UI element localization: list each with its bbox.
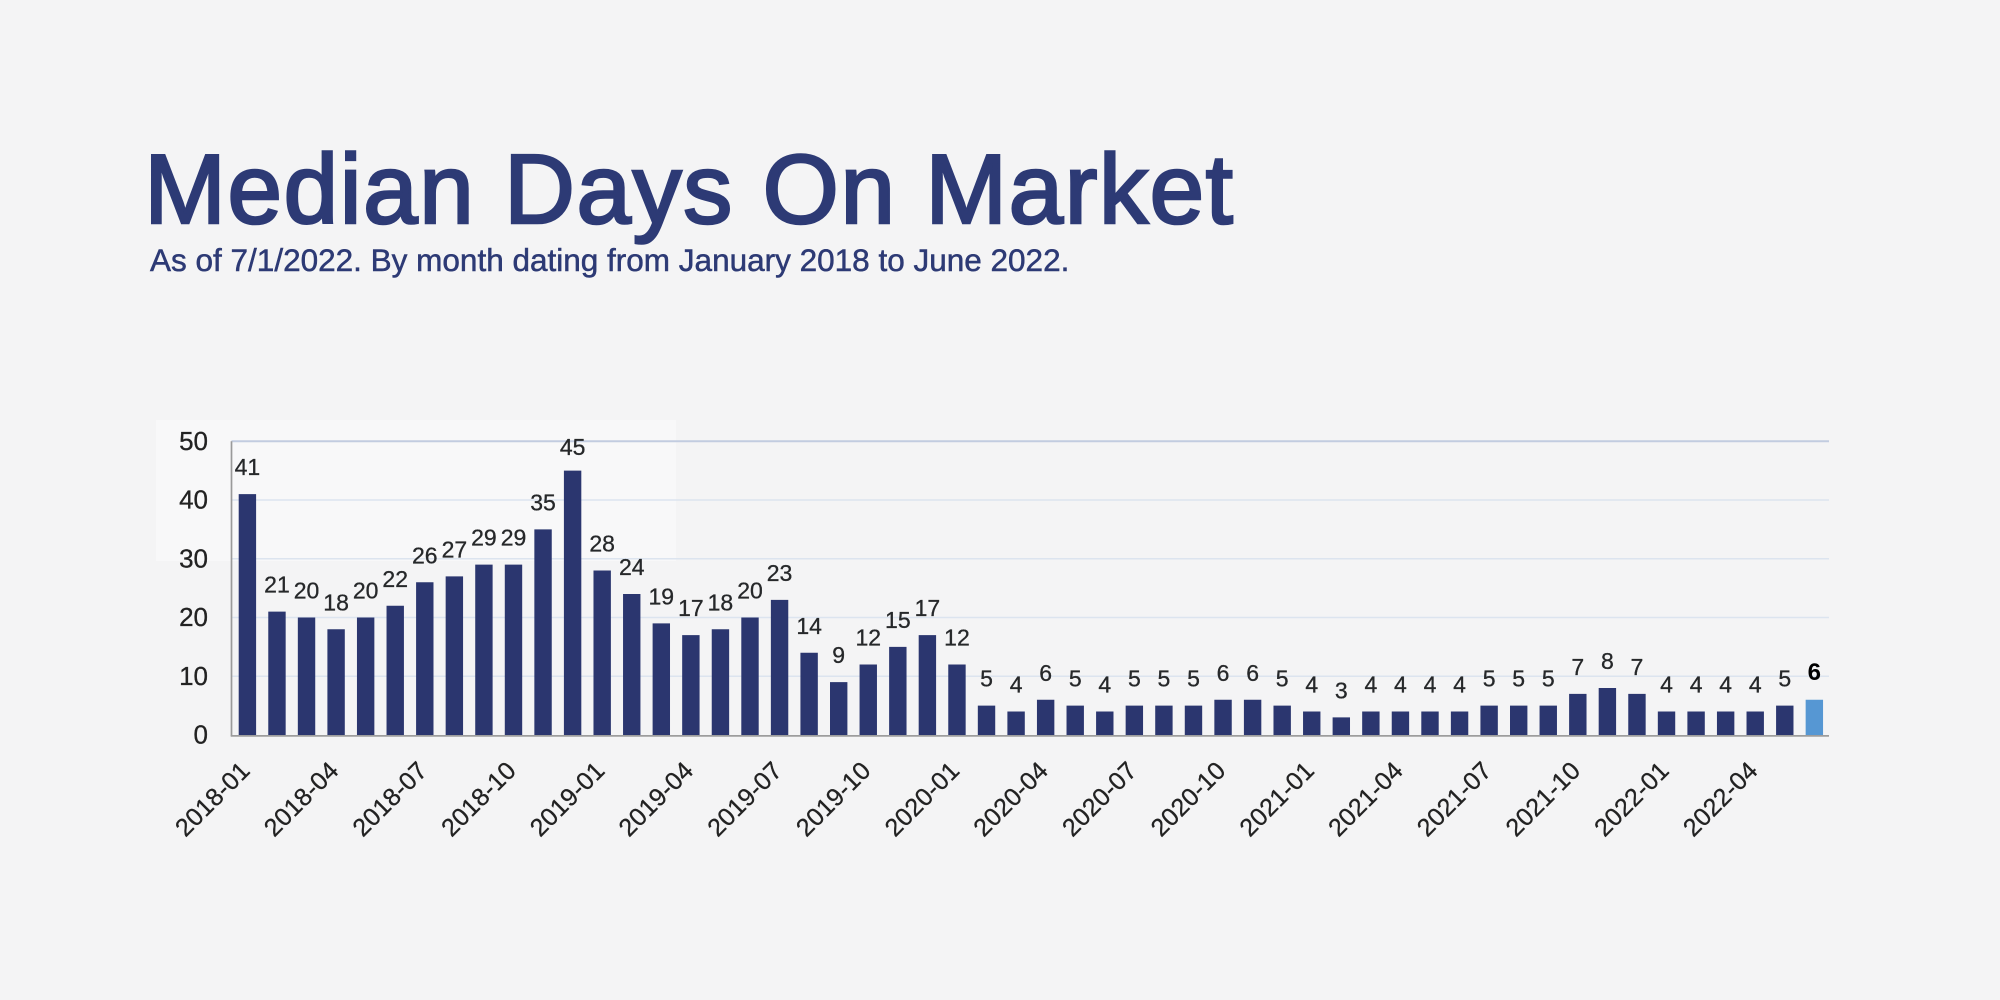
svg-text:40: 40	[179, 485, 208, 515]
svg-text:12: 12	[944, 625, 970, 651]
svg-text:8: 8	[1601, 648, 1614, 674]
svg-text:4: 4	[1719, 672, 1732, 698]
svg-text:19: 19	[649, 583, 675, 609]
svg-text:29: 29	[471, 525, 497, 551]
svg-text:20: 20	[179, 602, 208, 632]
svg-text:2019-04: 2019-04	[613, 756, 699, 842]
svg-text:2021-07: 2021-07	[1412, 756, 1498, 842]
svg-text:3: 3	[1335, 677, 1348, 703]
svg-text:4: 4	[1098, 672, 1111, 698]
svg-text:4: 4	[1010, 672, 1023, 698]
svg-text:14: 14	[796, 613, 822, 639]
svg-text:5: 5	[1276, 666, 1289, 692]
svg-text:6: 6	[1217, 660, 1230, 686]
svg-text:35: 35	[530, 489, 556, 515]
svg-text:23: 23	[767, 560, 793, 586]
svg-text:30: 30	[179, 543, 208, 573]
svg-text:18: 18	[708, 589, 734, 615]
svg-text:7: 7	[1571, 654, 1584, 680]
svg-text:5: 5	[1187, 666, 1200, 692]
svg-text:29: 29	[501, 525, 527, 551]
svg-text:27: 27	[442, 536, 468, 562]
svg-text:20: 20	[737, 578, 763, 604]
svg-text:2019-07: 2019-07	[702, 756, 788, 842]
svg-text:24: 24	[619, 554, 645, 580]
svg-text:6: 6	[1246, 660, 1259, 686]
svg-text:2021-01: 2021-01	[1234, 756, 1320, 842]
svg-text:6: 6	[1808, 659, 1821, 686]
svg-text:2019-10: 2019-10	[791, 756, 877, 842]
svg-text:2021-04: 2021-04	[1323, 756, 1409, 842]
svg-text:2018-04: 2018-04	[259, 756, 345, 842]
svg-text:5: 5	[1158, 666, 1171, 692]
svg-text:2021-10: 2021-10	[1500, 756, 1586, 842]
svg-text:18: 18	[323, 589, 349, 615]
svg-text:5: 5	[1542, 666, 1555, 692]
svg-text:5: 5	[1483, 666, 1496, 692]
svg-text:21: 21	[264, 572, 290, 598]
svg-text:20: 20	[294, 578, 320, 604]
svg-text:50: 50	[179, 426, 208, 456]
svg-text:2022-01: 2022-01	[1589, 756, 1675, 842]
svg-text:4: 4	[1394, 672, 1407, 698]
svg-text:17: 17	[915, 595, 941, 621]
svg-text:4: 4	[1364, 672, 1377, 698]
svg-text:5: 5	[980, 666, 993, 692]
svg-text:45: 45	[560, 434, 586, 460]
svg-text:4: 4	[1690, 672, 1703, 698]
svg-text:28: 28	[589, 531, 615, 557]
svg-text:20: 20	[353, 578, 379, 604]
svg-text:5: 5	[1512, 666, 1525, 692]
svg-text:2019-01: 2019-01	[525, 756, 611, 842]
svg-text:22: 22	[382, 566, 408, 592]
svg-text:2020-01: 2020-01	[880, 756, 966, 842]
svg-text:41: 41	[235, 454, 261, 480]
svg-text:5: 5	[1069, 666, 1082, 692]
svg-text:4: 4	[1749, 672, 1762, 698]
svg-text:17: 17	[678, 595, 704, 621]
svg-text:4: 4	[1660, 672, 1673, 698]
svg-text:7: 7	[1631, 654, 1644, 680]
svg-text:2022-04: 2022-04	[1678, 756, 1764, 842]
svg-text:10: 10	[179, 661, 208, 691]
svg-text:2020-07: 2020-07	[1057, 756, 1143, 842]
svg-text:4: 4	[1453, 672, 1466, 698]
svg-text:6: 6	[1039, 660, 1052, 686]
svg-text:2020-10: 2020-10	[1146, 756, 1232, 842]
svg-text:9: 9	[832, 642, 845, 668]
svg-text:2018-01: 2018-01	[170, 756, 256, 842]
svg-text:2018-10: 2018-10	[436, 756, 522, 842]
svg-text:4: 4	[1305, 672, 1318, 698]
svg-text:4: 4	[1424, 672, 1437, 698]
svg-text:12: 12	[855, 625, 881, 651]
svg-text:5: 5	[1128, 666, 1141, 692]
svg-text:2020-04: 2020-04	[968, 756, 1054, 842]
svg-text:15: 15	[885, 607, 911, 633]
svg-text:0: 0	[194, 720, 208, 750]
svg-text:2018-07: 2018-07	[347, 756, 433, 842]
svg-text:26: 26	[412, 542, 438, 568]
svg-text:5: 5	[1778, 666, 1791, 692]
